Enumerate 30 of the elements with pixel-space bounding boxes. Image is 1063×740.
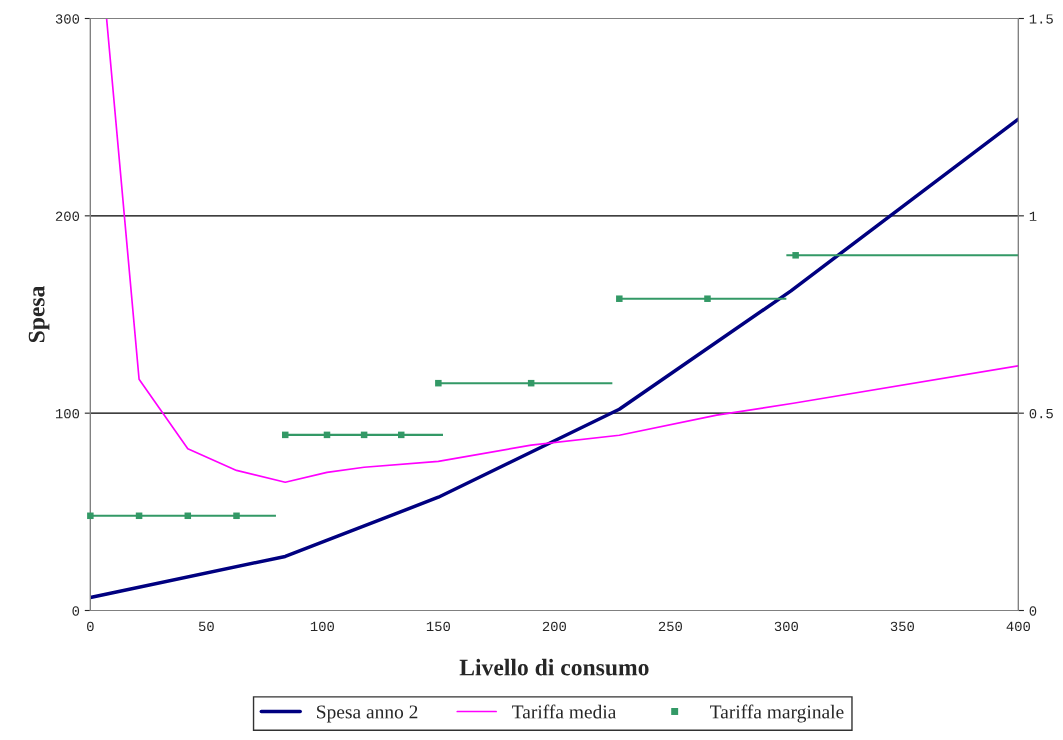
x-tick-label: 400 (1006, 621, 1030, 632)
y-tick-label: 300 (55, 14, 80, 24)
x-tick-label: 100 (310, 621, 334, 632)
point (435, 379, 442, 387)
x-tick-label: 150 (426, 621, 450, 632)
legend-label: Tariffa marginale (710, 704, 844, 723)
x-axis-title: Livello di consumo (459, 658, 649, 676)
y-tick-label: 200 (55, 211, 80, 221)
point (87, 512, 94, 520)
point (792, 252, 799, 259)
line-series (105, 18, 1019, 484)
y-tick-label: 0 (72, 606, 80, 616)
legend-label: Tariffa media (512, 704, 617, 719)
y2-tick-label: 1 (1029, 211, 1037, 221)
x-tick-label: 200 (542, 621, 566, 632)
line-series (90, 117, 1019, 600)
y2-tick-label: 1.5 (1029, 14, 1053, 24)
x-tick-label: 250 (658, 621, 682, 632)
point (616, 295, 623, 302)
x-tick-label: 50 (198, 621, 214, 632)
x-tick-label: 0 (87, 621, 94, 632)
y2-tick-label: 0 (1029, 606, 1037, 616)
y-axis-title: Spesa (28, 285, 50, 343)
point (233, 512, 240, 520)
point (704, 295, 711, 302)
legend-label: Spesa anno 2 (317, 705, 418, 723)
y-tick-label: 100 (55, 408, 80, 419)
y2-tick-label: 0.5 (1029, 408, 1053, 419)
x-tick-label: 300 (774, 621, 798, 632)
x-tick-label: 350 (890, 621, 914, 632)
